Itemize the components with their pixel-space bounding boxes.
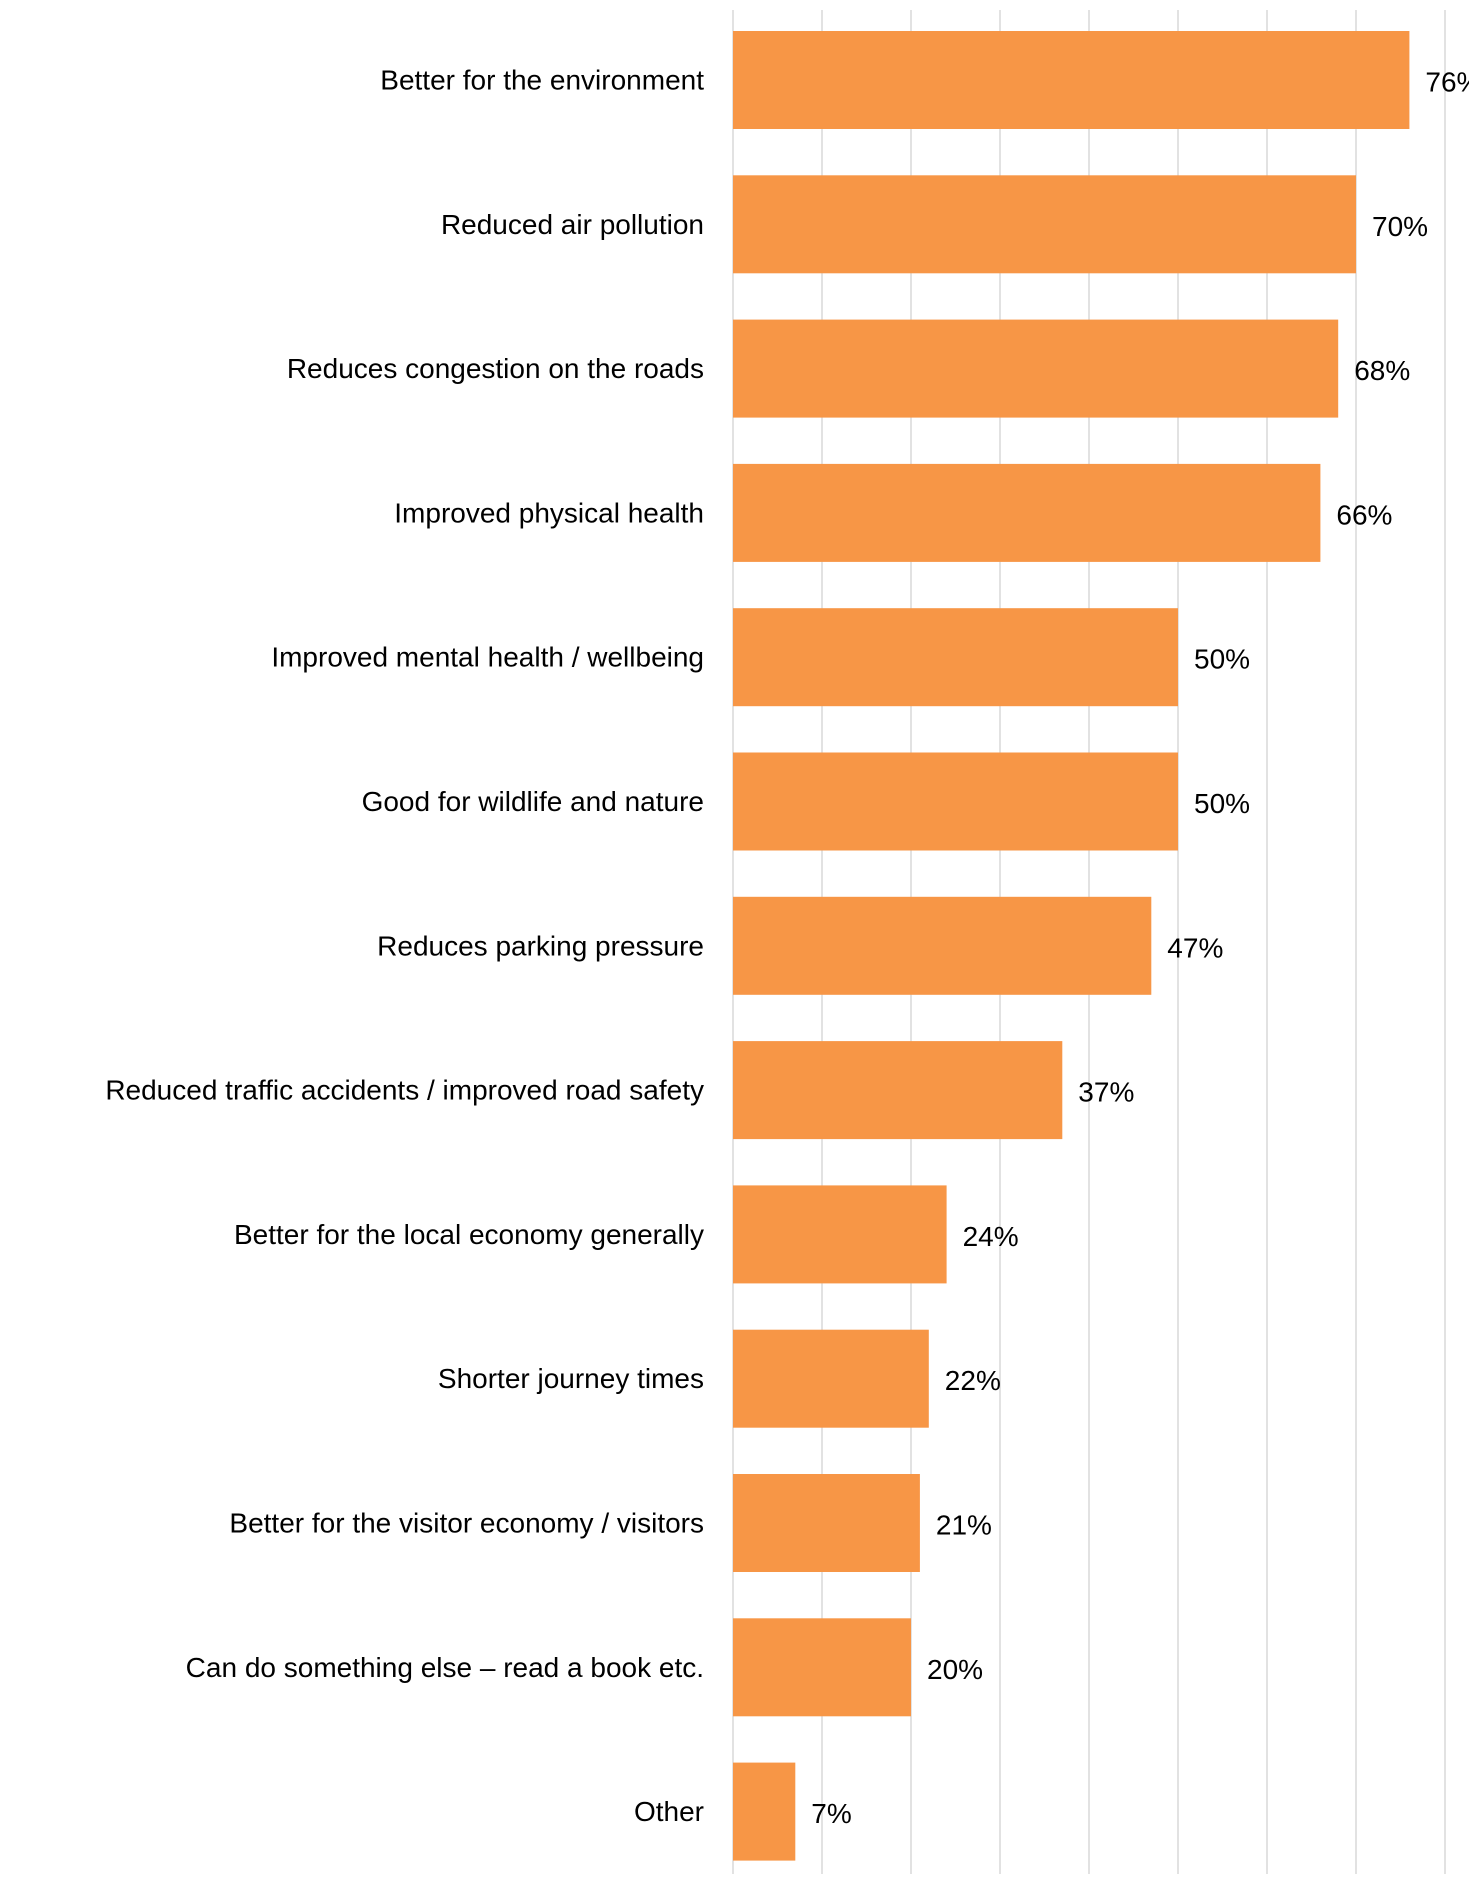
bar [733,752,1178,851]
bar [733,608,1178,707]
bars [733,31,1410,1861]
data-label: 47% [1167,932,1223,963]
category-label: Better for the visitor economy / visitor… [229,1508,704,1539]
data-label: 24% [963,1221,1019,1252]
data-label: 21% [936,1510,992,1541]
data-labels: 76% 70% 68% 66% 50% 50% 47% 37% 24% 22% 21% 20% 7% [811,67,1469,1830]
category-label: Reduces parking pressure [377,930,704,961]
category-label: Improved physical health [394,497,704,528]
category-label: Good for wildlife and nature [362,786,704,817]
data-label: 50% [1194,644,1250,675]
bar [733,31,1410,129]
category-label: Better for the environment [380,65,704,96]
bar [733,1618,911,1717]
bar [733,896,1152,995]
category-label: Other [634,1796,704,1827]
category-label: Improved mental health / wellbeing [271,642,704,673]
data-label: 76% [1425,67,1469,98]
bar [733,1474,920,1572]
data-label: 7% [811,1798,851,1829]
data-label: 22% [945,1365,1001,1396]
bar [733,175,1356,274]
category-label: Better for the local economy generally [234,1219,704,1250]
bar [733,319,1339,418]
category-label: Reduced traffic accidents / improved roa… [105,1075,704,1106]
bar [733,1185,947,1284]
data-label: 70% [1372,211,1428,242]
data-label: 20% [927,1654,983,1685]
data-label: 66% [1336,499,1392,530]
data-label: 68% [1354,355,1410,386]
data-label: 37% [1078,1077,1134,1108]
bar [733,1762,796,1861]
bar [733,1041,1063,1140]
category-label: Can do something else – read a book etc. [186,1652,704,1683]
bar [733,463,1321,562]
category-label: Reduces congestion on the roads [287,353,704,384]
category-label: Shorter journey times [438,1363,704,1394]
bar [733,1329,929,1428]
category-labels: Better for the environment Reduced air po… [105,65,704,1828]
data-label: 50% [1194,788,1250,819]
category-label: Reduced air pollution [441,209,704,240]
